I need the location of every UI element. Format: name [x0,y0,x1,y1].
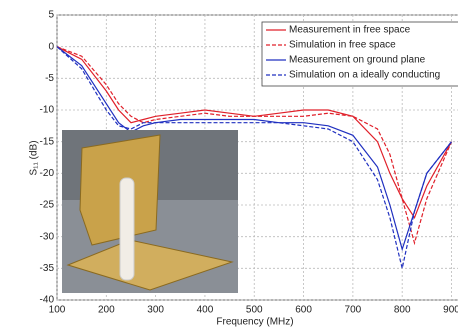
series-line [56,46,453,246]
y-tick-label: -15 [40,136,55,147]
x-axis-label: Frequency (MHz) [216,317,293,328]
y-tick-label: -30 [40,231,55,242]
series-line [56,46,452,252]
legend: Measurement in free space Simulation in f… [261,21,458,87]
y-tick-label: -5 [45,73,54,84]
x-tick-label: 100 [49,305,66,316]
y-tick-label: -35 [40,263,55,274]
y-tick-label: 5 [48,10,54,21]
series-line [56,46,452,269]
x-tick-label: 300 [147,305,164,316]
x-tick-label: 600 [295,305,312,316]
x-tick-label: 700 [345,305,362,316]
y-tick-label: 0 [48,41,54,52]
support-post [119,177,135,281]
y-axis-label: S₁₁ (dB) [29,140,40,175]
x-tick-label: 500 [246,305,263,316]
y-tick-label: -20 [40,168,55,179]
x-tick-label: 800 [394,305,411,316]
legend-label: Simulation on a ideally conducting [289,70,440,81]
x-tick-label: 400 [197,305,214,316]
legend-label: Measurement on ground plane [289,55,426,66]
ground-plane [66,239,234,291]
y-tick-label: -10 [40,105,55,116]
lines [56,46,453,269]
y-tick-label: -25 [40,200,55,211]
legend-label: Measurement in free space [289,25,411,36]
y-tick-label: -40 [40,295,55,306]
x-tick-label: 200 [98,305,115,316]
inset-photo [62,130,238,293]
legend-label: Simulation in free space [289,40,396,51]
legend-box [261,21,458,87]
x-tick-label: 900 [443,305,458,316]
